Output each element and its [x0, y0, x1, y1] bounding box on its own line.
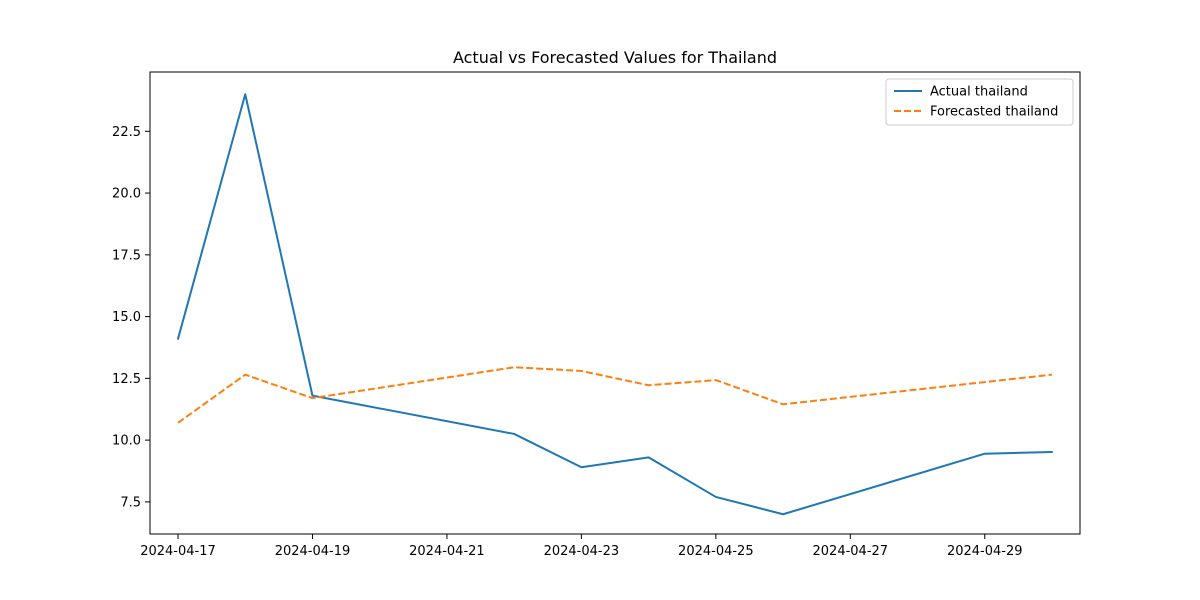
y-tick-label: 10.0 — [112, 434, 141, 449]
chart-title: Actual vs Forecasted Values for Thailand — [453, 48, 777, 67]
x-tick-label: 2024-04-27 — [813, 544, 889, 559]
x-tick-label: 2024-04-19 — [275, 544, 351, 559]
y-tick-label: 20.0 — [112, 187, 141, 202]
legend-box — [885, 78, 1074, 126]
legend-label-forecasted: Forecasted thailand — [930, 105, 1058, 120]
legend: Actual thailand Forecasted thailand — [885, 78, 1074, 126]
y-tick-label: 12.5 — [112, 372, 141, 387]
y-tick-label: 7.5 — [120, 495, 141, 510]
y-tick-label: 17.5 — [112, 248, 141, 263]
series-line-actual — [177, 93, 1053, 516]
legend-label-actual: Actual thailand — [930, 85, 1028, 100]
y-tick-label: 15.0 — [112, 310, 141, 325]
x-tick-label: 2024-04-21 — [409, 544, 485, 559]
plot-area — [177, 93, 1053, 516]
y-axis: 7.5 10.0 12.5 15.0 17.5 20.0 22.5 — [112, 125, 150, 510]
x-axis: 2024-04-17 2024-04-19 2024-04-21 2024-04-23… — [140, 534, 1023, 559]
x-tick-label: 2024-04-25 — [678, 544, 754, 559]
series-line-forecasted — [177, 366, 1053, 424]
x-tick-label: 2024-04-29 — [947, 544, 1023, 559]
plot-frame — [149, 71, 1081, 535]
y-tick-label: 22.5 — [112, 125, 141, 140]
x-tick-label: 2024-04-17 — [140, 544, 216, 559]
x-tick-label: 2024-04-23 — [544, 544, 620, 559]
